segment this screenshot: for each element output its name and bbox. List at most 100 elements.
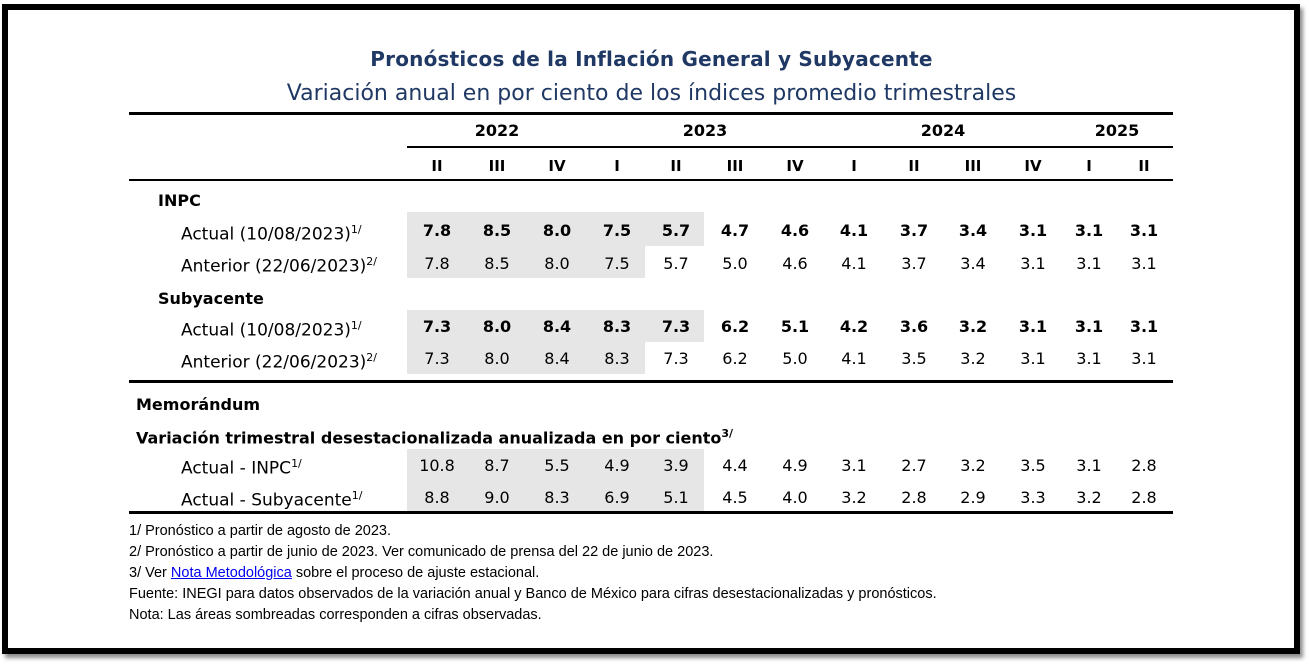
section-inpc: INPC — [158, 191, 201, 210]
table-cell: 4.1 — [841, 254, 867, 273]
quarter-header: II — [1138, 157, 1150, 175]
section-subyacente: Subyacente — [158, 289, 264, 308]
table-cell: 3.1 — [1129, 221, 1159, 240]
table-cell: 7.3 — [424, 349, 450, 368]
year-2023: 2023 — [682, 121, 728, 140]
quarter-header: II — [670, 157, 682, 175]
footnote-ref: 2/ — [366, 351, 378, 364]
observed-shade-sub-anterior — [407, 342, 645, 374]
table-cell: 3.9 — [663, 456, 689, 475]
observed-shade-sub — [407, 310, 704, 342]
section-trimestral: Variación trimestral desestacionalizada … — [136, 427, 733, 447]
year-2022: 2022 — [474, 121, 520, 140]
table-cell: 7.3 — [663, 349, 689, 368]
footnote-ref: 2/ — [366, 255, 378, 268]
table-cell: 5.1 — [663, 488, 689, 507]
quarter-header: III — [964, 157, 982, 175]
table-cell: 4.2 — [839, 317, 869, 336]
quarter-header: III — [488, 157, 506, 175]
table-cell: 4.7 — [720, 221, 750, 240]
quarter-header: IV — [1024, 157, 1042, 175]
row-label-text: Actual (10/08/2023) — [181, 224, 351, 245]
table-cell: 8.0 — [544, 254, 570, 273]
row-label-text: Actual - Subyacente — [181, 490, 352, 511]
footnotes: 1/ Pronóstico a partir de agosto de 2023… — [129, 521, 937, 626]
rule-memo — [129, 380, 1173, 383]
table-cell: 3.7 — [901, 254, 927, 273]
footnote-ref: 1/ — [351, 489, 363, 502]
quarter-header: III — [726, 157, 744, 175]
quarter-header: II — [431, 157, 443, 175]
table-cell: 5.5 — [544, 456, 570, 475]
table-cell: 3.1 — [1076, 254, 1102, 273]
section-trimestral-label: Variación trimestral desestacionalizada … — [136, 428, 722, 448]
table-cell: 3.1 — [1076, 456, 1102, 475]
table-cell: 9.0 — [484, 488, 510, 507]
table-cell: 3.2 — [1076, 488, 1102, 507]
footnote-3: 3/ Ver Nota Metodológica sobre el proces… — [129, 563, 937, 584]
table-cell: 8.3 — [604, 349, 630, 368]
table-cell: 3.1 — [1018, 221, 1048, 240]
table-cell: 3.1 — [1129, 317, 1159, 336]
table-cell: 5.7 — [663, 254, 689, 273]
table-cell: 3.1 — [1131, 349, 1157, 368]
table-cell: 3.4 — [960, 254, 986, 273]
table-cell: 7.5 — [602, 221, 632, 240]
table-cell: 5.1 — [780, 317, 810, 336]
table-cell: 3.1 — [1074, 317, 1104, 336]
table-cell: 2.9 — [960, 488, 986, 507]
table-cell: 8.4 — [544, 349, 570, 368]
table-cell: 3.2 — [958, 317, 988, 336]
table-cell: 3.2 — [960, 456, 986, 475]
table-cell: 6.2 — [720, 317, 750, 336]
table-cell: 3.7 — [899, 221, 929, 240]
table-cell: 6.2 — [722, 349, 748, 368]
rule-top — [129, 112, 1173, 115]
year-2024: 2024 — [920, 121, 966, 140]
footnote-ref: 1/ — [350, 319, 362, 332]
row-label-inpc-anterior: Anterior (22/06/2023)2/ — [181, 255, 377, 277]
table-cell: 4.9 — [604, 456, 630, 475]
table-cell: 3.5 — [901, 349, 927, 368]
table-cell: 5.0 — [722, 254, 748, 273]
table-cell: 8.7 — [484, 456, 510, 475]
footnote-2: 2/ Pronóstico a partir de junio de 2023.… — [129, 544, 714, 560]
table-title: Pronósticos de la Inflación General y Su… — [370, 47, 933, 71]
table-cell: 3.2 — [841, 488, 867, 507]
table-cell: 3.1 — [841, 456, 867, 475]
row-label-mem-sub: Actual - Subyacente1/ — [181, 489, 362, 511]
table-cell: 5.0 — [782, 349, 808, 368]
table-cell: 3.3 — [1020, 488, 1046, 507]
row-label-text: Anterior (22/06/2023) — [181, 352, 367, 373]
table-cell: 3.1 — [1018, 317, 1048, 336]
footnote-nota: Nota: Las áreas sombreadas corresponden … — [129, 607, 542, 623]
row-label-text: Actual (10/08/2023) — [181, 320, 351, 341]
table-cell: 3.1 — [1076, 349, 1102, 368]
table-cell: 3.6 — [899, 317, 929, 336]
table-cell: 8.0 — [482, 317, 512, 336]
observed-shade-inpc-anterior — [407, 246, 645, 278]
table-cell: 4.4 — [722, 456, 748, 475]
footnote-fuente: Fuente: INEGI para datos observados de l… — [129, 586, 937, 602]
footnote-ref: 1/ — [350, 223, 362, 236]
table-cell: 2.7 — [901, 456, 927, 475]
quarter-header: I — [1086, 157, 1092, 175]
table-cell: 4.9 — [782, 456, 808, 475]
row-label-text: Anterior (22/06/2023) — [181, 256, 367, 277]
table-cell: 3.1 — [1020, 254, 1046, 273]
table-cell: 4.1 — [841, 349, 867, 368]
section-memorandum: Memorándum — [136, 395, 261, 414]
quarter-header: IV — [548, 157, 566, 175]
table-cell: 2.8 — [901, 488, 927, 507]
observed-shade-memo — [407, 449, 704, 511]
quarter-header: II — [908, 157, 920, 175]
quarter-header: IV — [786, 157, 804, 175]
nota-metodologica-link[interactable]: Nota Metodológica — [170, 565, 292, 581]
footnote-3-prefix: 3/ Ver — [129, 565, 171, 581]
rule-bottom — [129, 511, 1173, 514]
quarter-header: I — [614, 157, 620, 175]
table-cell: 4.1 — [839, 221, 869, 240]
table-cell: 3.1 — [1020, 349, 1046, 368]
footnote-3-suffix: sobre el proceso de ajuste estacional. — [291, 565, 540, 581]
table-cell: 6.9 — [604, 488, 630, 507]
